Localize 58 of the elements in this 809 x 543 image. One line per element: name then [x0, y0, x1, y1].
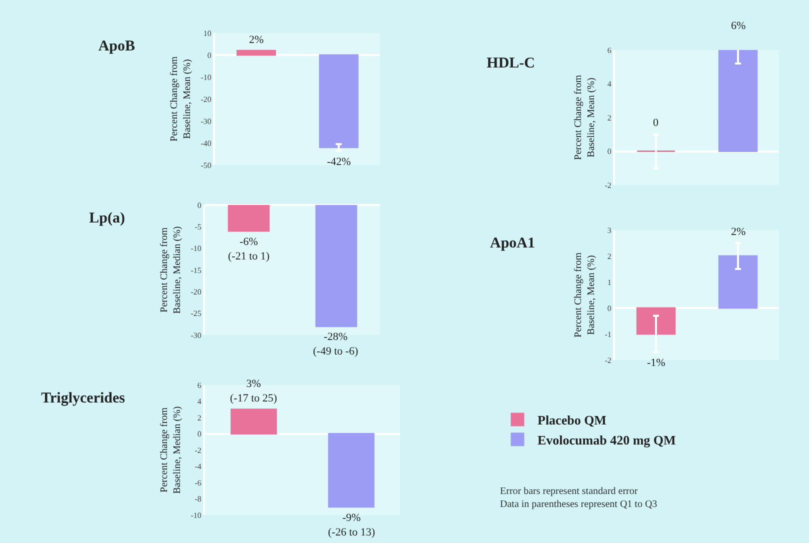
- y-axis-title: Percent Change from Baseline, Mean (%): [169, 56, 194, 142]
- y-tick-label: 0: [207, 50, 212, 60]
- data-label: 2%: [731, 226, 746, 238]
- chart-title: Lp(a): [89, 210, 125, 226]
- y-tick-label: 2: [607, 252, 612, 261]
- data-label: 0: [653, 117, 659, 129]
- y-tick-label: -5: [194, 222, 202, 232]
- y-tick-label: 10: [203, 28, 212, 38]
- y-tick-label: -8: [194, 494, 202, 504]
- y-tick-label: -1: [604, 330, 612, 339]
- y-tick-label: 1: [607, 278, 612, 287]
- data-label: -1%: [647, 357, 666, 369]
- y-tick-label: -15: [190, 266, 202, 275]
- y-tick-label: 3: [607, 226, 612, 235]
- y-axis-title: Percent Change from Baseline, Mean (%): [573, 74, 598, 160]
- legend-label: Placebo QM: [538, 412, 606, 428]
- y-tick-label: -25: [190, 309, 202, 318]
- y-tick-label: 0: [197, 200, 202, 210]
- y-tick-label: -20: [190, 287, 202, 296]
- y-tick-label: -30: [200, 116, 212, 126]
- y-tick-label: 0: [607, 304, 612, 313]
- y-tick-label: 6: [607, 46, 612, 55]
- y-tick-label: -6: [194, 478, 202, 488]
- y-tick-label: -20: [200, 94, 212, 104]
- chart-title: ApoB: [98, 38, 135, 54]
- data-label: -42%: [327, 156, 351, 168]
- y-axis-title: Percent Change from Baseline, Median (%): [159, 226, 184, 314]
- y-tick-label: -10: [190, 244, 202, 254]
- chart-title: HDL-C: [486, 55, 535, 72]
- y-tick-label: -50: [200, 160, 212, 170]
- text: Triglycerides: [41, 390, 126, 406]
- y-tick-label: -2: [194, 446, 202, 455]
- y-tick-label: 0: [197, 430, 202, 439]
- y-tick-label: 4: [197, 397, 202, 406]
- data-label: -9% (-26 to 13): [328, 512, 376, 538]
- y-tick-label: -40: [200, 138, 212, 148]
- data-label: 2%: [249, 34, 264, 46]
- y-tick-label: -2: [604, 356, 612, 365]
- y-tick-label: -10: [190, 510, 202, 520]
- text: Error bars represent standard error: [500, 486, 638, 497]
- y-tick-label: 4: [607, 80, 612, 89]
- data-label: -28% (-49 to -6): [313, 331, 359, 358]
- data-label: 6%: [731, 20, 746, 32]
- data-label: 3% (-17 to 25): [230, 378, 278, 404]
- data-label: -6% (-21 to 1): [228, 236, 270, 262]
- y-tick-label: -10: [200, 72, 212, 82]
- chart-title: ApoA1: [490, 235, 535, 252]
- y-tick-label: -30: [190, 330, 202, 340]
- y-tick-label: 0: [607, 147, 612, 156]
- text: Data in parentheses represent Q1 to Q3: [500, 499, 658, 510]
- y-axis-title: Percent Change from Baseline, Median (%): [159, 406, 184, 494]
- y-tick-label: 6: [197, 380, 202, 390]
- y-tick-label: 2: [197, 413, 202, 422]
- legend-label: Evolocumab 420 mg QM: [538, 432, 676, 448]
- y-tick-label: 2: [607, 113, 612, 122]
- y-tick-label: -4: [194, 462, 202, 472]
- y-tick-label: -2: [604, 180, 612, 190]
- y-axis-title: Percent Change from Baseline, Mean (%): [573, 252, 598, 338]
